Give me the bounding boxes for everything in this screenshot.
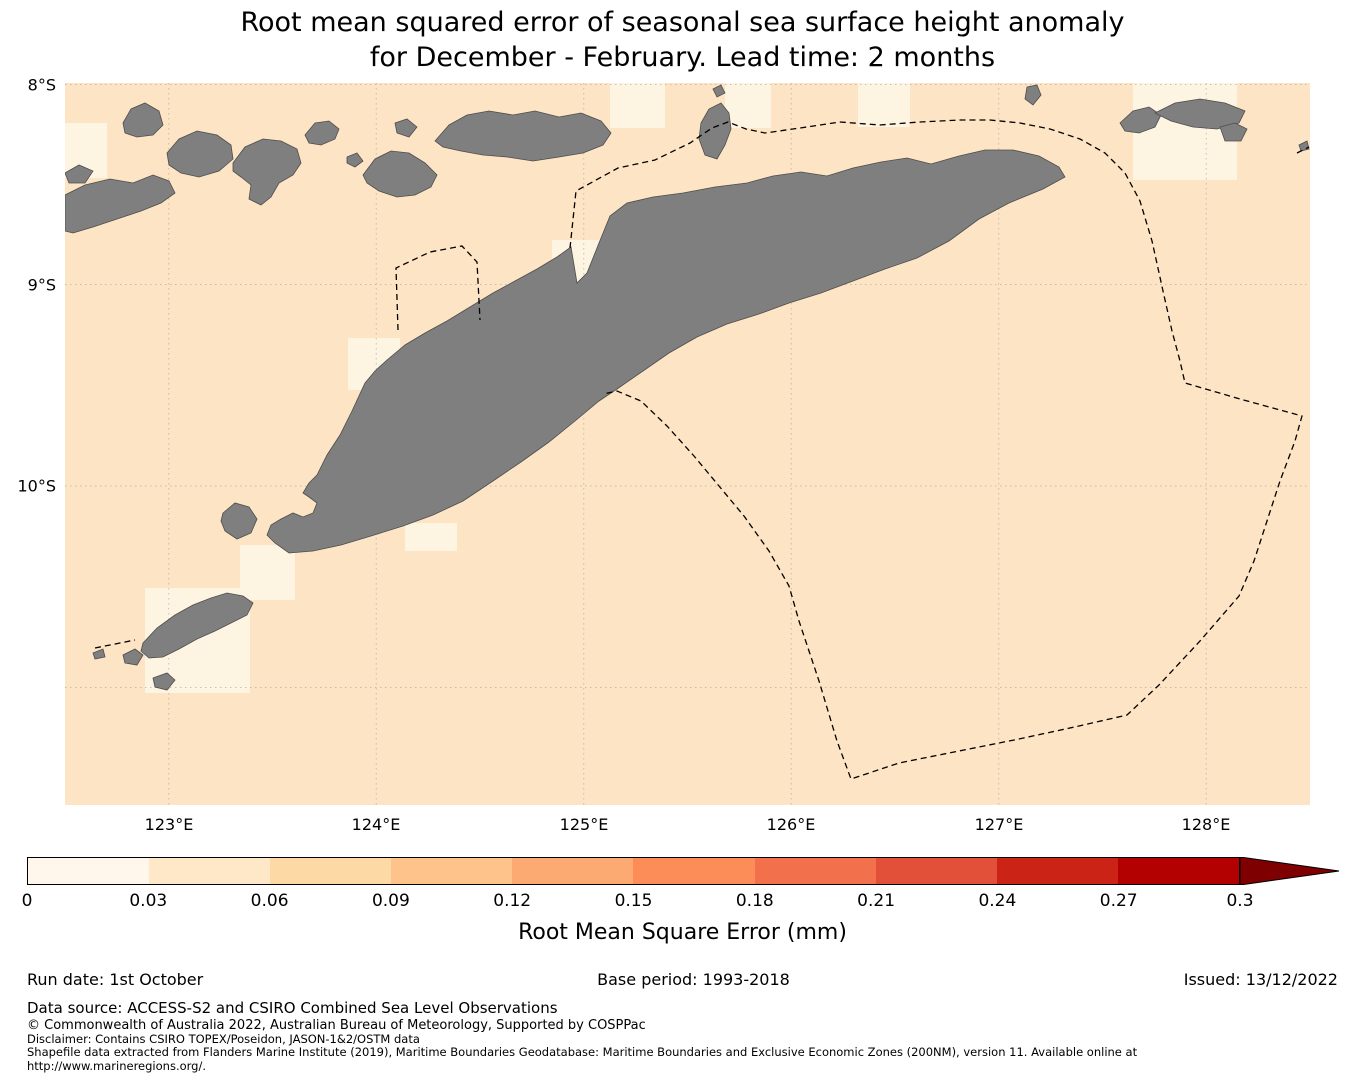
- eez-boundary-southwest: [94, 639, 136, 649]
- gridlines: [65, 83, 1310, 805]
- copyright-text: © Commonwealth of Australia 2022, Austra…: [27, 1018, 646, 1033]
- land-islet-north-b: [346, 152, 364, 168]
- land-solor-island: [122, 102, 164, 138]
- title-line-1: Root mean squared error of seasonal sea …: [240, 7, 1125, 38]
- land-masses: [65, 84, 1310, 691]
- lon-tick-125e: 125°E: [559, 815, 609, 834]
- colorbar-segment-9: [1117, 858, 1239, 884]
- land-lembata-island: [232, 138, 302, 206]
- colorbar-ticks: 0 0.03 0.06 0.09 0.12 0.15 0.18 0.21 0.24 0.27 0.3: [22, 891, 1254, 913]
- lon-tick-126e: 126°E: [766, 815, 816, 834]
- title-line-2: for December - February. Lead time: 2 mo…: [369, 42, 996, 74]
- colorbar-tick-0.06: 0.06: [250, 891, 289, 911]
- land-rote-islet-c: [92, 648, 106, 660]
- colorbar-label: Root Mean Square Error (mm): [518, 920, 847, 945]
- run-date-text: Run date: 1st October: [27, 970, 204, 989]
- land-wetar-islet-b: [1154, 98, 1246, 130]
- map-canvas: [65, 83, 1310, 805]
- data-source-text: Data source: ACCESS-S2 and CSIRO Combine…: [27, 999, 558, 1017]
- colorbar-segment-3: [391, 858, 513, 884]
- colorbar-extend-arrow: [1240, 857, 1340, 885]
- land-pantar-island: [362, 150, 438, 198]
- colorbar-segment-0: [28, 858, 150, 884]
- land-wetar-islet-c: [1219, 122, 1248, 142]
- land-rote-island: [140, 592, 254, 659]
- lon-tick-127e: 127°E: [974, 815, 1024, 834]
- land-rote-islet-a: [122, 648, 144, 666]
- land-islet-north-a: [304, 120, 340, 146]
- issued-date-text: Issued: 13/12/2022: [1183, 970, 1338, 989]
- colorbar-segment-6: [754, 858, 876, 884]
- colorbar-segment-2: [270, 858, 392, 884]
- colorbar-tick-0: 0: [21, 891, 33, 911]
- map-svg: [65, 83, 1310, 805]
- land-wetar-islet-a: [1119, 106, 1162, 134]
- land-flores-islet: [65, 164, 94, 184]
- land-atauro-island: [698, 102, 732, 160]
- land-semau-island: [220, 502, 258, 540]
- land-adonara-island: [166, 130, 234, 178]
- base-period-text: Base period: 1993-2018: [597, 970, 790, 989]
- lat-tick-8s: 8°S: [27, 75, 56, 95]
- lon-tick-128e: 128°E: [1181, 815, 1231, 834]
- colorbar-segment-7: [875, 858, 997, 884]
- colorbar-tick-0.3: 0.3: [1226, 891, 1254, 911]
- colorbar-tick-0.18: 0.18: [735, 891, 774, 911]
- page-title: Root mean squared error of seasonal sea …: [0, 5, 1365, 75]
- colorbar-tick-0.09: 0.09: [371, 891, 410, 911]
- land-timor-island: [266, 149, 1066, 554]
- land-atauro-islet: [712, 84, 726, 98]
- colorbar-tick-0.12: 0.12: [493, 891, 532, 911]
- colorbar-segment-5: [633, 858, 755, 884]
- colorbar-tick-0.03: 0.03: [129, 891, 168, 911]
- colorbar-tick-0.24: 0.24: [978, 891, 1017, 911]
- eez-boundary-lines: [94, 119, 1310, 780]
- lat-tick-10s: 10°S: [17, 476, 56, 496]
- colorbar: 0 0.03 0.06 0.09 0.12 0.15 0.18 0.21 0.24 0.27 0.3: [22, 857, 1340, 917]
- colorbar-tick-0.21: 0.21: [857, 891, 896, 911]
- colorbar-segment-8: [996, 858, 1118, 884]
- land-islet-northeast: [1024, 84, 1042, 106]
- shapefile-attribution-text: Shapefile data extracted from Flanders M…: [27, 1045, 1138, 1059]
- disclaimer-text: Disclaimer: Contains CSIRO TOPEX/Poseido…: [27, 1032, 420, 1046]
- colorbar-segment-1: [149, 858, 271, 884]
- colorbar-tick-0.27: 0.27: [1099, 891, 1138, 911]
- colorbar-bar: [27, 857, 1240, 885]
- colorbar-tick-0.15: 0.15: [614, 891, 653, 911]
- land-islet-north-c: [394, 118, 418, 138]
- lat-tick-9s: 9°S: [27, 275, 56, 295]
- eez-boundary-east-fragment: [1296, 146, 1310, 154]
- lon-tick-124e: 124°E: [351, 815, 401, 834]
- land-alor-island: [434, 110, 612, 162]
- colorbar-segment-4: [512, 858, 634, 884]
- shapefile-url-text: http://www.marineregions.org/.: [27, 1059, 206, 1073]
- land-rote-islet-b: [152, 672, 176, 691]
- land-flores-east: [65, 174, 176, 234]
- eez-boundary-oecusse: [395, 245, 481, 331]
- run-metadata-row: Run date: 1st October Base period: 1993-…: [27, 970, 1338, 989]
- lon-tick-123e: 123°E: [144, 815, 194, 834]
